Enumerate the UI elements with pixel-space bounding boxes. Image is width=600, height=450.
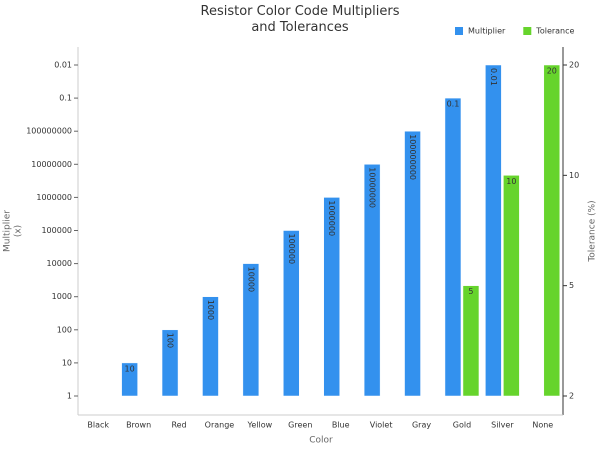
x-tick-label: Blue <box>332 421 350 430</box>
y-tick-label: 100000 <box>41 226 72 235</box>
y-tick-label: 0.01 <box>54 61 72 70</box>
y-tick-label: 10000000 <box>31 160 72 169</box>
bar <box>202 296 219 397</box>
value-label: 10 <box>125 364 135 373</box>
value-label: 10000 <box>246 267 255 292</box>
y2-tick-label: 20 <box>569 61 579 70</box>
y-tick-label: 1000 <box>52 292 72 301</box>
bar <box>161 329 179 397</box>
chart-title: Resistor Color Code Multipliers and Toler… <box>201 4 400 35</box>
value-label: 100000000 <box>408 134 417 180</box>
bar <box>543 64 561 397</box>
bar <box>404 130 421 397</box>
value-label: 0.1 <box>447 100 460 109</box>
x-tick-label: Yellow <box>247 421 273 430</box>
value-label: 1000000 <box>327 200 336 236</box>
bar <box>283 230 300 397</box>
legend-swatch <box>523 27 532 35</box>
bar <box>121 362 138 397</box>
x-tick-label: Gray <box>412 421 431 430</box>
x-tick-label: Gold <box>453 421 471 430</box>
x-axis-label: Color <box>309 436 333 446</box>
bar <box>242 263 260 397</box>
value-label: 100000 <box>287 234 296 265</box>
value-label: 100 <box>166 333 175 348</box>
y2-tick-label: 5 <box>569 281 574 290</box>
y2-tick-label: 10 <box>569 171 579 180</box>
x-tick-label: Violet <box>370 421 393 430</box>
value-label: 10000000 <box>368 167 377 208</box>
x-tick-label: Red <box>171 421 186 430</box>
y-tick-label: 10000 <box>47 259 72 268</box>
x-tick-label: Black <box>87 421 109 430</box>
y2-axis-label: Tolerance (%) <box>588 200 598 262</box>
y-tick-label: 10 <box>62 358 72 367</box>
y-tick-label: 100 <box>57 325 72 334</box>
y2-tick-label: 2 <box>569 392 574 401</box>
y-axis-label: Multiplier(x) <box>2 210 23 252</box>
x-tick-label: Green <box>288 421 312 430</box>
bar <box>462 285 480 397</box>
bar <box>323 197 340 397</box>
value-label: 1000 <box>206 300 215 320</box>
legend-swatch <box>455 27 463 35</box>
legend-label: Multiplier <box>468 27 506 36</box>
bar <box>363 164 381 397</box>
value-label: 5 <box>468 287 473 296</box>
y-tick-label: 1 <box>67 392 72 401</box>
value-label: 0.01 <box>489 68 498 86</box>
bar <box>485 64 502 397</box>
x-tick-label: Brown <box>126 421 151 430</box>
bar <box>503 175 520 397</box>
y-tick-label: 100000000 <box>26 127 72 136</box>
y-tick-label: 1000000 <box>36 193 72 202</box>
y-tick-label: 0.1 <box>59 94 72 103</box>
x-tick-label: Orange <box>205 421 235 430</box>
bar <box>444 97 462 397</box>
value-label: 20 <box>547 67 557 76</box>
x-tick-label: Silver <box>491 421 514 430</box>
legend-label: Tolerance <box>535 27 574 36</box>
x-tick-label: None <box>532 421 553 430</box>
value-label: 10 <box>506 177 516 186</box>
